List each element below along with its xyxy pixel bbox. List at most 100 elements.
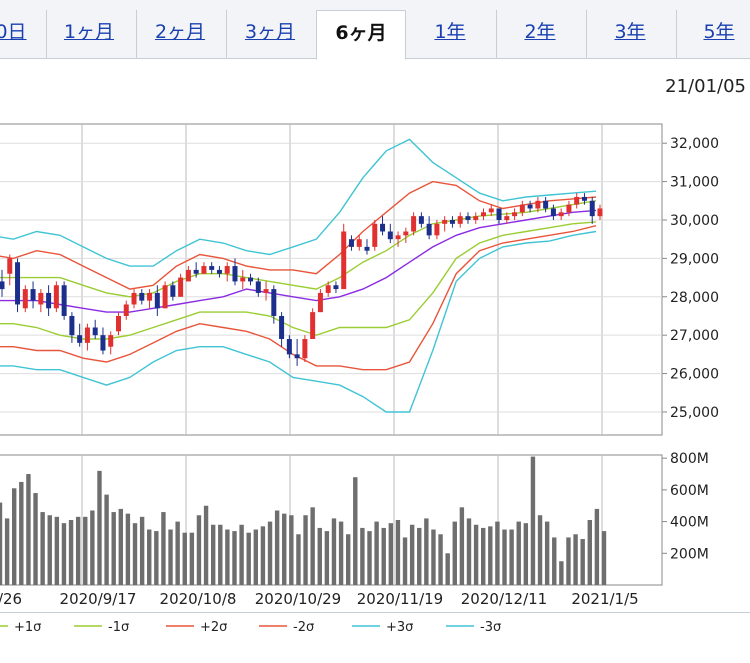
volume-bar [12,488,17,585]
candle [286,335,292,359]
candle [434,219,440,240]
candle [115,312,121,336]
volume-bar [260,526,266,585]
volume-bar [438,534,443,585]
candle [566,200,572,217]
volume-bar [104,494,109,585]
volume-bar [544,521,550,585]
price-tick-label: 29,000 [670,251,719,267]
volume-bar [33,493,38,585]
volume-bar [47,515,52,585]
legend-item: -3σ [446,620,501,635]
volume-bar [445,553,450,585]
candle [271,285,277,324]
volume-bar [0,502,3,585]
candle [224,262,230,282]
candle [209,262,215,274]
candle [597,204,603,220]
candle [100,327,106,355]
volume-bar [4,518,10,585]
candle [185,266,191,282]
plus1-band [0,200,597,298]
volume-bar [218,524,223,585]
svg-text:-1σ: -1σ [108,620,129,635]
candle [550,204,556,220]
volume-bar [409,524,415,585]
volume-bar [168,529,173,585]
candle [302,335,308,363]
volume-bar [310,507,315,585]
volume-bar [459,507,465,585]
x-tick-label: 2020/9/17 [60,590,137,608]
candle [395,231,401,247]
volume-bar [253,529,259,585]
volume-bar [296,534,301,585]
volume-bar [367,531,372,585]
volume-bar [203,505,209,585]
candle [53,281,59,313]
candle [77,323,83,347]
volume-bar [481,527,486,585]
volume-bar [559,561,564,585]
tab-2year[interactable]: 2年 [496,10,583,58]
volume-bar [132,523,138,585]
volume-bar [353,477,358,585]
volume-bar [466,518,472,585]
candle [38,289,44,313]
candle [387,223,393,244]
moving-average-line [0,209,597,313]
tab-day[interactable]: 0日 [0,21,27,43]
price-tick-label: 32,000 [670,136,719,152]
minus3-band [0,230,597,413]
candle [457,212,463,228]
candle [543,196,549,213]
volume-bar [509,529,514,585]
minus2-band [0,225,597,371]
candle [325,281,331,297]
volume-bar [594,508,600,585]
candle [279,312,285,347]
volume-tick-label: 200M [670,546,709,562]
volume-bar [431,529,436,585]
volume-bar [83,516,88,585]
volume-bar [573,534,578,585]
divider [0,612,750,613]
tab-5year[interactable]: 5年 [676,10,750,58]
volume-bar [68,520,74,585]
candle [356,235,362,251]
volume-bar [196,515,202,585]
tab-1year[interactable]: 1年 [434,21,466,43]
price-frame [0,123,663,436]
legend-item: -1σ [74,620,129,635]
tab-6month[interactable]: 6ヶ月 [316,10,406,60]
volume-bar [289,515,294,585]
volume-bar [530,456,536,585]
x-tick-label: 2020/10/8 [160,590,237,608]
volume-bar [189,532,195,585]
x-tick-label: 2021/1/5 [571,590,638,608]
volume-bar [210,524,216,585]
volume-bar [154,531,159,585]
tab-3year[interactable]: 3年 [586,10,673,58]
candle [232,258,238,286]
volume-bar [324,531,330,585]
tab-2month[interactable]: 2ヶ月 [136,10,223,58]
volume-bar [61,523,67,585]
legend-item: +2σ [166,620,227,635]
volume-bar [118,508,123,585]
tab-3month[interactable]: 3ヶ月 [226,10,313,58]
candle [131,289,137,309]
candle [84,323,90,351]
tab-1month[interactable]: 1ヶ月 [46,10,131,58]
volume-bar [601,531,607,585]
candle [496,208,502,224]
volume-bar [402,537,408,585]
candle [7,254,13,286]
volume-bar [40,512,45,585]
volume-bar [175,521,180,585]
candle [294,339,300,366]
volume-frame [0,454,663,586]
candle [442,216,448,232]
volume-bar [495,521,500,585]
plus3-band [0,138,597,267]
